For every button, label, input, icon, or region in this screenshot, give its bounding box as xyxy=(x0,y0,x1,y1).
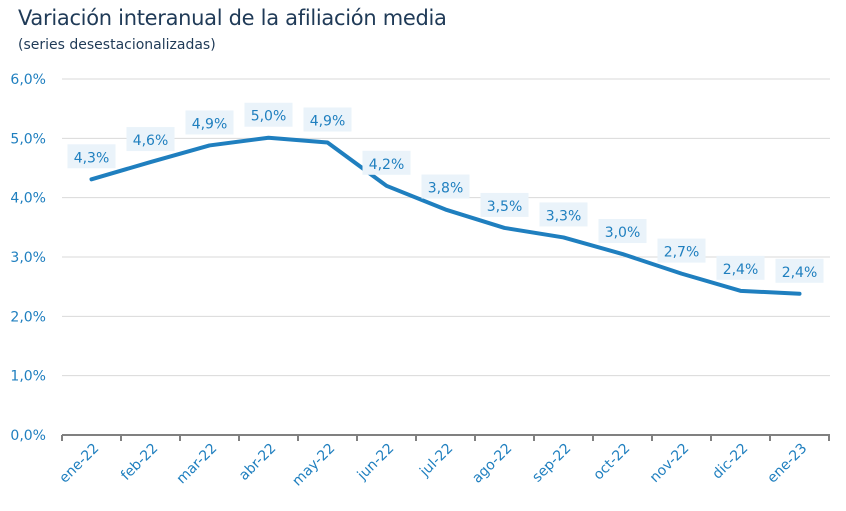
y-tick-label: 5,0% xyxy=(10,131,46,147)
x-tick-label: feb-22 xyxy=(118,441,161,484)
x-tick-label: jul-22 xyxy=(416,441,456,481)
data-label-background xyxy=(716,255,765,280)
y-tick-label: 2,0% xyxy=(10,309,46,325)
data-label: 4,3% xyxy=(74,150,110,166)
x-tick-label: mar-22 xyxy=(174,441,221,488)
data-label-background xyxy=(67,144,116,169)
data-label-background xyxy=(539,202,588,227)
data-label: 2,7% xyxy=(664,245,700,261)
chart-title: Variación interanual de la afiliación me… xyxy=(18,6,447,30)
series-line xyxy=(89,135,802,296)
y-tick-label: 4,0% xyxy=(10,191,46,207)
data-label-background xyxy=(480,192,529,217)
data-label-background xyxy=(185,110,234,135)
data-label: 4,2% xyxy=(369,157,405,173)
data-label: 2,4% xyxy=(723,262,759,278)
data-label-background xyxy=(421,174,470,199)
x-tick-label: sep-22 xyxy=(529,441,574,486)
data-label: 5,0% xyxy=(251,109,287,125)
data-label-background xyxy=(303,107,352,132)
x-tick-label: jun-22 xyxy=(354,441,397,484)
y-tick-label: 1,0% xyxy=(10,369,46,385)
chart-subtitle: (series desestacionalizadas) xyxy=(18,37,216,53)
data-label-background xyxy=(657,238,706,263)
data-label: 4,9% xyxy=(310,113,346,129)
x-tick-label: ene-23 xyxy=(764,441,810,487)
x-tick-label: dic-22 xyxy=(709,441,751,483)
x-tick-label: abr-22 xyxy=(236,441,279,484)
data-label: 4,6% xyxy=(133,133,169,149)
data-label: 3,8% xyxy=(428,181,464,197)
data-label: 3,3% xyxy=(546,208,582,224)
x-tick-label: oct-22 xyxy=(590,441,633,484)
data-label: 3,5% xyxy=(487,199,523,215)
data-label-background xyxy=(126,127,175,152)
y-tick-label: 3,0% xyxy=(10,250,46,266)
data-label: 3,0% xyxy=(605,225,641,241)
x-tick-label: nov-22 xyxy=(647,441,692,486)
y-tick-label: 6,0% xyxy=(10,72,46,88)
data-label: 4,9% xyxy=(192,116,228,132)
x-tick-label: may-22 xyxy=(289,441,338,490)
data-label-background xyxy=(244,102,293,127)
data-label: 2,4% xyxy=(782,265,818,281)
data-label-background xyxy=(598,219,647,244)
data-label-background xyxy=(775,258,824,283)
x-tick-label: ene-22 xyxy=(56,441,102,487)
y-tick-label: 0,0% xyxy=(10,428,46,444)
data-label-background xyxy=(362,150,411,175)
x-tick-label: ago-22 xyxy=(469,441,515,487)
